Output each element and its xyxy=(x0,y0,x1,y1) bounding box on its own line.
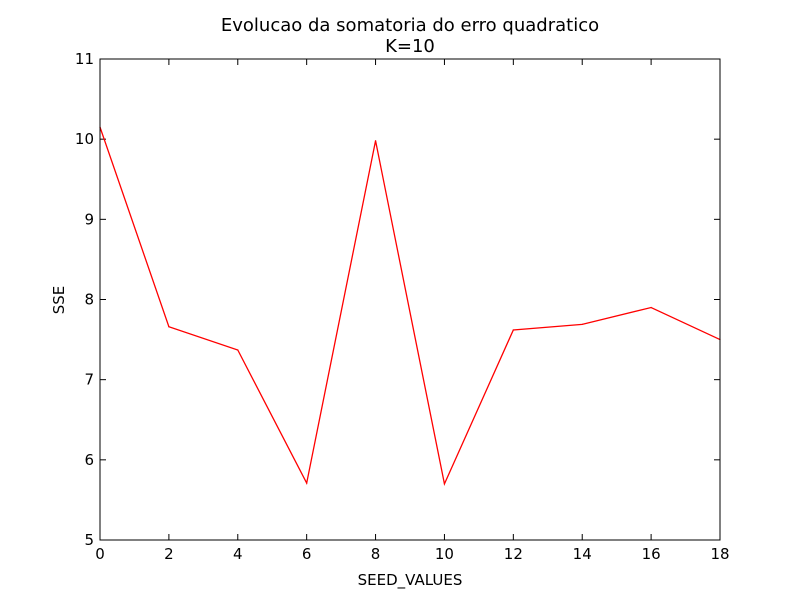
y-tick-label-1: 6 xyxy=(84,451,94,469)
plot-area xyxy=(100,59,720,540)
x-tick-label-2: 4 xyxy=(233,545,243,563)
x-tick-label-1: 2 xyxy=(164,545,174,563)
data-point-0-2 xyxy=(237,349,239,351)
x-tick-label-0: 0 xyxy=(95,545,105,563)
data-point-0-7 xyxy=(581,323,583,325)
x-axis-label: SEED_VALUES xyxy=(358,571,463,590)
y-tick-label-2: 7 xyxy=(84,371,94,389)
data-point-0-1 xyxy=(168,326,170,328)
x-tick-label-9: 18 xyxy=(710,545,729,563)
y-tick-label-0: 5 xyxy=(84,531,94,549)
ticks-layer xyxy=(99,58,721,541)
data-point-0-5 xyxy=(443,483,446,485)
y-axis-label: SSE xyxy=(50,286,68,315)
data-point-0-6 xyxy=(512,329,514,331)
y-tick-label-4: 9 xyxy=(84,210,94,228)
series-line-0 xyxy=(99,126,721,487)
y-tick-label-5: 10 xyxy=(75,130,94,148)
x-tick-label-7: 14 xyxy=(573,545,592,563)
plot-frame xyxy=(99,58,721,541)
x-tick-label-8: 16 xyxy=(642,545,661,563)
x-tick-label-3: 6 xyxy=(302,545,312,563)
y-tick-label-3: 8 xyxy=(84,291,94,309)
data-point-0-8 xyxy=(650,306,652,309)
chart-subtitle: K=10 xyxy=(385,36,435,57)
y-tick-label-6: 11 xyxy=(75,50,94,68)
tick-labels-layer: 0 2 4 6 8 10 12 14 16 18 5 6 7 8 9 10 11 xyxy=(75,50,730,563)
x-tick-label-4: 8 xyxy=(371,545,381,563)
x-tick-label-5: 10 xyxy=(435,545,454,563)
data-point-0-3 xyxy=(306,482,308,484)
chart-title: Evolucao da somatoria do erro quadratico xyxy=(221,15,599,36)
x-tick-label-6: 12 xyxy=(504,545,523,563)
data-point-0-4 xyxy=(374,140,377,142)
